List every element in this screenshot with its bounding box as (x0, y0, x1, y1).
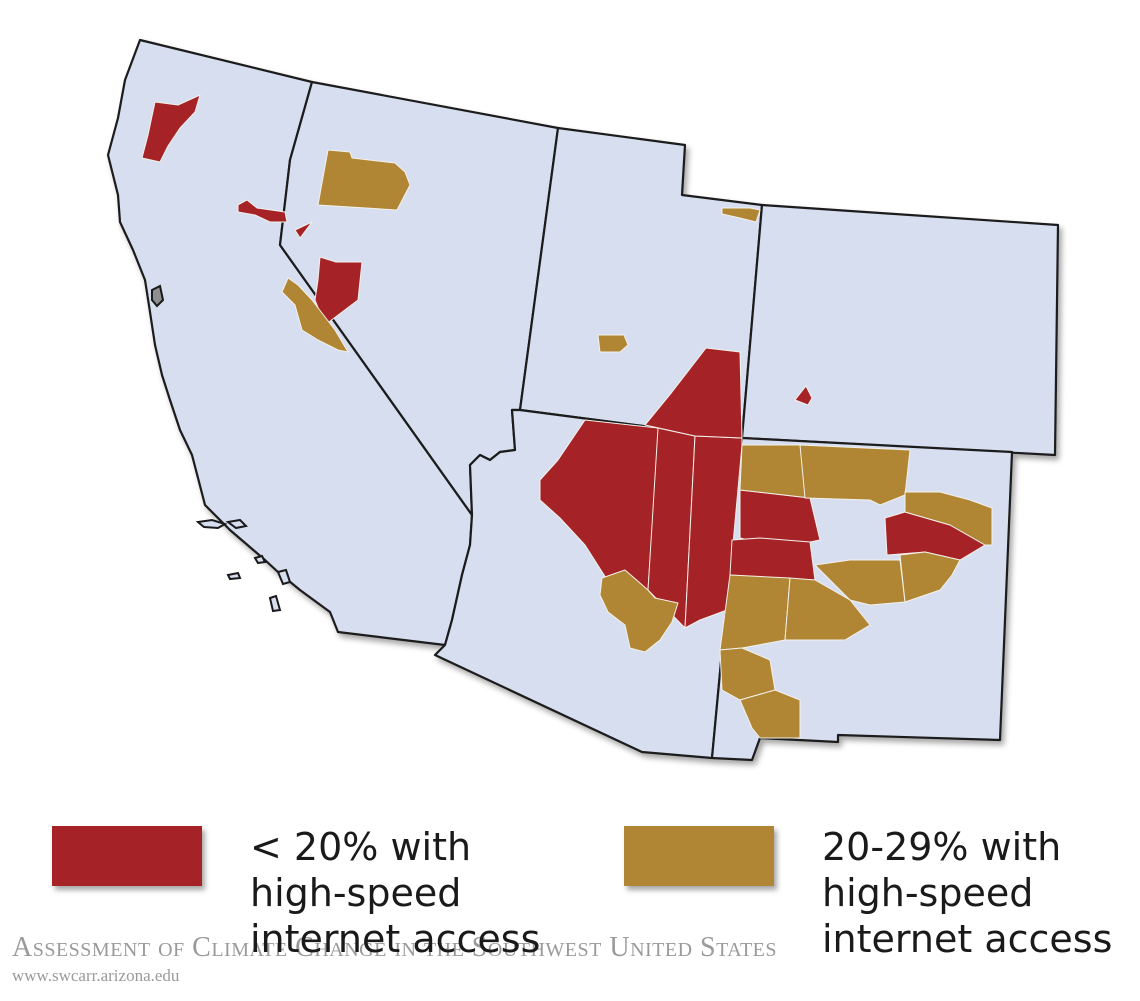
island (225, 518, 249, 530)
footer-url: www.swcarr.arizona.edu (12, 966, 180, 985)
legend-label-mid: 20-29% with high-speed internet access (822, 824, 1112, 962)
island (226, 571, 242, 581)
footer-title: Assessment of Climate Change in the Sout… (12, 932, 778, 963)
legend-swatch-low (52, 826, 202, 886)
county-ut-small (597, 334, 629, 353)
county-ca-alpine (281, 277, 349, 353)
bay-area (151, 284, 165, 308)
legend-mid-line-1: 20-29% with (822, 825, 1062, 869)
legend-low-line-1: < 20% with (250, 825, 472, 869)
county-ut-rich (721, 207, 761, 223)
legend-low-line-3: internet access (250, 917, 541, 961)
county-nm-central (784, 577, 871, 641)
legend-mid-line-3: internet access (822, 917, 1113, 961)
county-az-graham (599, 569, 679, 653)
island (253, 554, 267, 565)
legend-label-low: < 20% with high-speed internet access (250, 824, 540, 962)
channel-islands (151, 284, 292, 613)
island (276, 568, 292, 586)
island (195, 518, 228, 530)
state-colorado (740, 203, 1060, 457)
county-nm-east-b (899, 551, 961, 603)
county-nm-south-b (739, 689, 801, 739)
county-nm-mckinley (729, 537, 816, 581)
legend-mid-line-2: high-speed (822, 871, 1034, 915)
legend-swatch-mid (624, 826, 774, 886)
low-access-counties (141, 94, 986, 629)
county-nm-rio-arriba (799, 444, 911, 506)
county-ut-san-juan (644, 347, 743, 439)
county-ca-north (141, 94, 201, 163)
mid-access-counties (281, 149, 993, 739)
county-ca-nv-border (314, 256, 363, 326)
county-ca-central-strip (237, 199, 288, 223)
county-nm-taos (904, 491, 993, 546)
county-nm-central-west (719, 574, 791, 651)
island (268, 594, 282, 613)
county-co-small (794, 385, 813, 406)
county-nm-nw (739, 444, 811, 499)
county-nv-humboldt (317, 149, 411, 211)
county-ca-small (294, 221, 313, 239)
legend-low-line-2: high-speed (250, 871, 462, 915)
southwest-states-map (106, 38, 1060, 762)
